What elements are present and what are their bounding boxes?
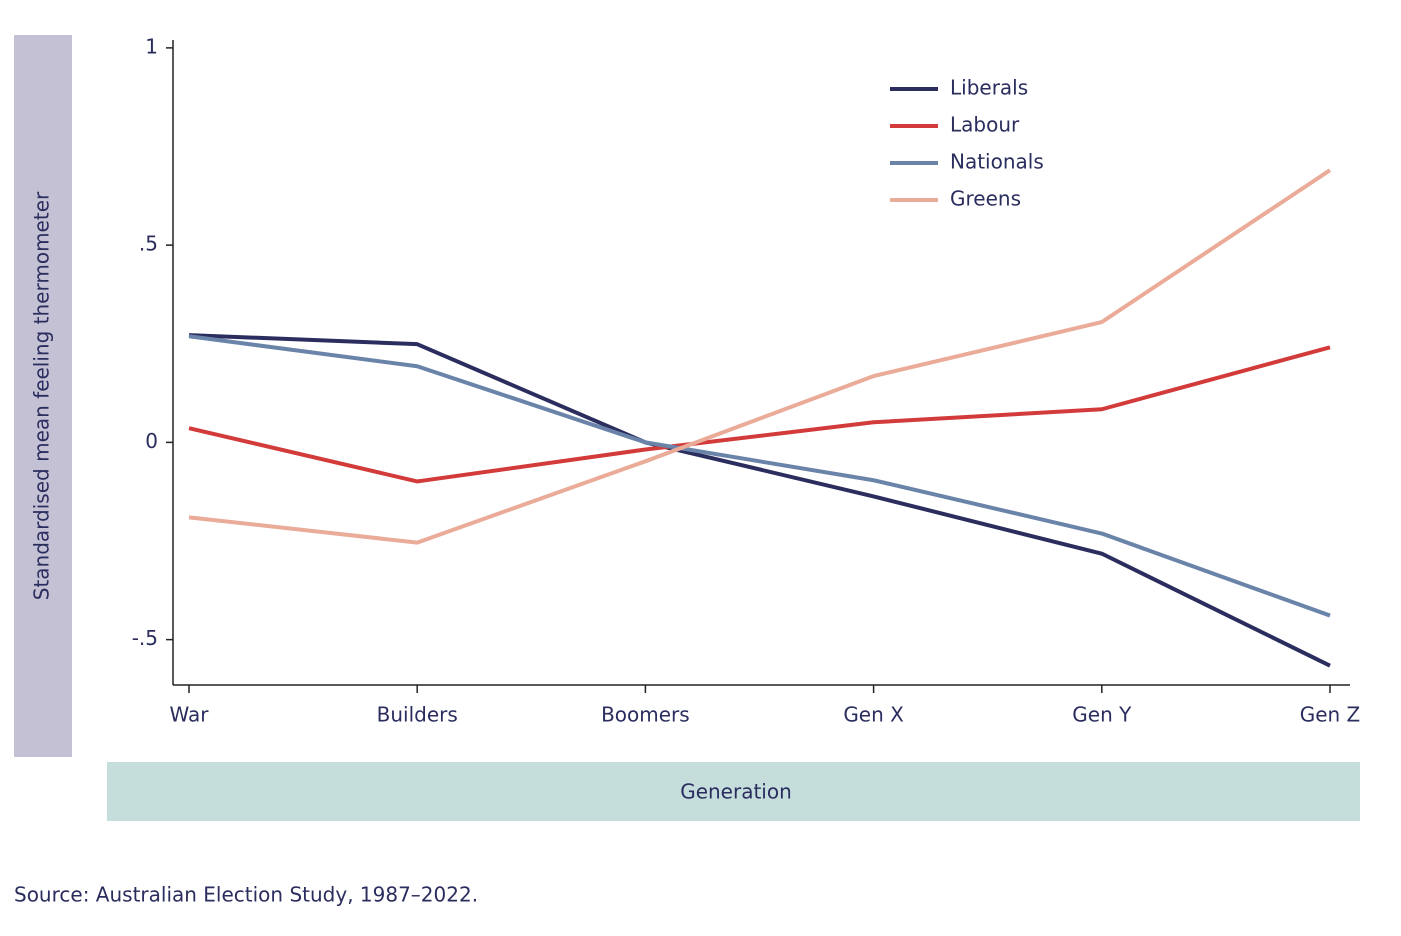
- series-line: [188, 334, 1331, 618]
- y-tick-label: 1: [145, 34, 158, 58]
- x-label-box: [107, 762, 1360, 821]
- y-tick-label: 0: [145, 429, 158, 453]
- source: Source: Australian Election Study, 1987–…: [14, 883, 478, 907]
- y-label-box: [14, 35, 72, 757]
- x-axis-label: Generation: [680, 780, 792, 804]
- legend-label: Nationals: [950, 150, 1044, 174]
- x-tick-label: Boomers: [601, 703, 690, 727]
- x-tick-label: Gen X: [843, 703, 904, 727]
- legend-label: Liberals: [950, 76, 1028, 100]
- y-tick-label: -.5: [132, 626, 158, 650]
- x-tick-label: Builders: [377, 703, 458, 727]
- y-tick-label: .5: [139, 232, 158, 256]
- x-tick-label: War: [170, 703, 210, 727]
- x-tick-label: Gen Y: [1072, 703, 1132, 727]
- series-line: [188, 345, 1331, 484]
- x-tick-label: Gen Z: [1300, 703, 1361, 727]
- legend-label: Greens: [950, 187, 1021, 211]
- series-line: [188, 333, 1331, 668]
- series-line: [188, 168, 1332, 545]
- y-axis-label: Standardised mean feeling thermometer: [30, 191, 54, 600]
- legend-label: Labour: [950, 113, 1020, 137]
